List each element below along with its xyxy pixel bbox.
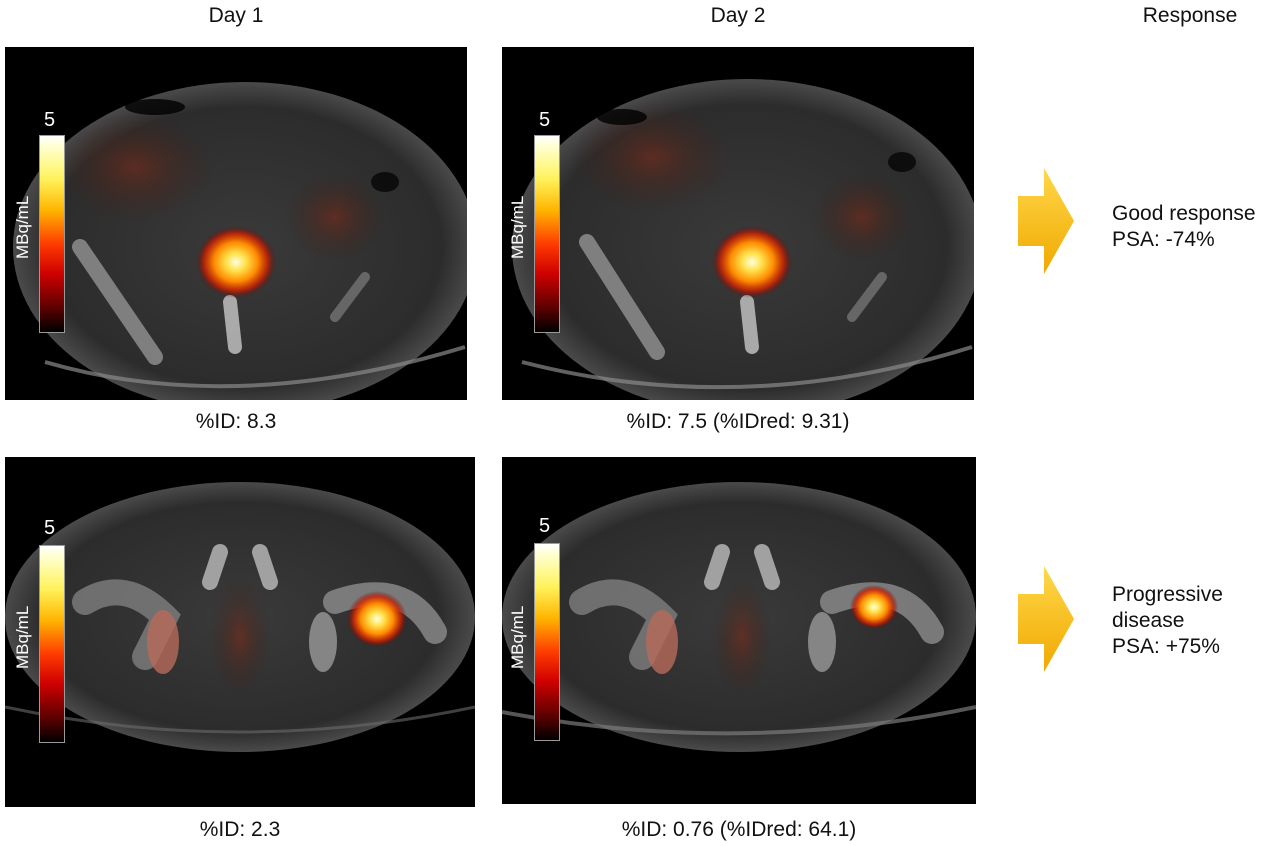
response-line: disease bbox=[1112, 609, 1185, 632]
response-line: Progressive bbox=[1112, 583, 1223, 606]
colorbar bbox=[39, 545, 65, 743]
arrow-right-icon bbox=[1018, 168, 1074, 274]
colorbar-max-label: 5 bbox=[539, 515, 551, 537]
colorbar-unit-label: MBq/mL bbox=[13, 195, 32, 259]
colorbar-max-label: 5 bbox=[44, 517, 56, 539]
response-line: PSA: +75% bbox=[1112, 635, 1220, 658]
colorbar bbox=[534, 543, 560, 741]
caption-row2-day2: %ID: 0.76 (%IDred: 64.1) bbox=[621, 818, 857, 841]
pet-ct-image-row2-day2: 5 MBq/mL bbox=[502, 457, 976, 804]
header-day2: Day 2 bbox=[710, 4, 766, 27]
pet-ct-image-row1-day1: 5 MBq/mL bbox=[5, 47, 467, 400]
colorbar-unit-label: MBq/mL bbox=[13, 605, 32, 669]
arrow-right-icon bbox=[1018, 566, 1074, 672]
colorbar bbox=[39, 135, 65, 333]
header-response: Response bbox=[1142, 4, 1238, 27]
pet-ct-image-row1-day2: 5 MBq/mL bbox=[502, 47, 974, 400]
response-line: Good response bbox=[1112, 202, 1256, 225]
colorbar-max-label: 5 bbox=[539, 109, 551, 131]
colorbar-unit-label: MBq/mL bbox=[508, 195, 527, 259]
caption-row2-day1: %ID: 2.3 bbox=[199, 818, 281, 841]
pet-ct-image-row2-day1: 5 MBq/mL bbox=[5, 457, 475, 807]
response-text-row1: Good response PSA: -74% bbox=[1112, 201, 1256, 253]
response-line: PSA: -74% bbox=[1112, 228, 1215, 251]
colorbar-max-label: 5 bbox=[44, 109, 56, 131]
caption-row1-day1: %ID: 8.3 bbox=[195, 410, 277, 433]
colorbar bbox=[534, 135, 560, 333]
caption-row1-day2: %ID: 7.5 (%IDred: 9.31) bbox=[626, 410, 850, 433]
header-day1: Day 1 bbox=[208, 4, 264, 27]
response-text-row2: Progressive disease PSA: +75% bbox=[1112, 582, 1223, 660]
colorbar-unit-label: MBq/mL bbox=[508, 605, 527, 669]
